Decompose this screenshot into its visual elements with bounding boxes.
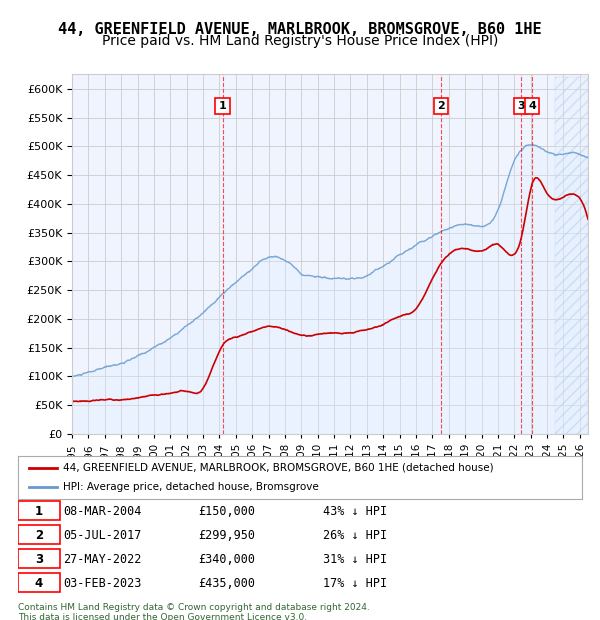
Text: 2: 2 [437,101,445,111]
Text: Price paid vs. HM Land Registry's House Price Index (HPI): Price paid vs. HM Land Registry's House … [102,34,498,48]
Text: 31% ↓ HPI: 31% ↓ HPI [323,552,386,565]
Text: HPI: Average price, detached house, Bromsgrove: HPI: Average price, detached house, Brom… [63,482,319,492]
Text: 43% ↓ HPI: 43% ↓ HPI [323,505,386,518]
Text: £299,950: £299,950 [199,529,256,542]
Text: 4: 4 [528,101,536,111]
Text: £150,000: £150,000 [199,505,256,518]
FancyBboxPatch shape [18,573,60,592]
Text: 44, GREENFIELD AVENUE, MARLBROOK, BROMSGROVE, B60 1HE: 44, GREENFIELD AVENUE, MARLBROOK, BROMSG… [58,22,542,37]
Text: 4: 4 [35,577,43,590]
Text: 1: 1 [218,101,226,111]
Text: 26% ↓ HPI: 26% ↓ HPI [323,529,386,542]
FancyBboxPatch shape [18,525,60,544]
FancyBboxPatch shape [18,549,60,568]
Text: £435,000: £435,000 [199,577,256,590]
Text: £340,000: £340,000 [199,552,256,565]
Text: 17% ↓ HPI: 17% ↓ HPI [323,577,386,590]
Text: Contains HM Land Registry data © Crown copyright and database right 2024.
This d: Contains HM Land Registry data © Crown c… [18,603,370,620]
Text: 2: 2 [35,529,43,542]
Text: 3: 3 [35,552,43,565]
Text: 44, GREENFIELD AVENUE, MARLBROOK, BROMSGROVE, B60 1HE (detached house): 44, GREENFIELD AVENUE, MARLBROOK, BROMSG… [63,463,494,473]
Text: 05-JUL-2017: 05-JUL-2017 [63,529,142,542]
Text: 08-MAR-2004: 08-MAR-2004 [63,505,142,518]
FancyBboxPatch shape [18,500,60,520]
Text: 27-MAY-2022: 27-MAY-2022 [63,552,142,565]
Text: 03-FEB-2023: 03-FEB-2023 [63,577,142,590]
Text: 3: 3 [517,101,525,111]
Text: 1: 1 [35,505,43,518]
